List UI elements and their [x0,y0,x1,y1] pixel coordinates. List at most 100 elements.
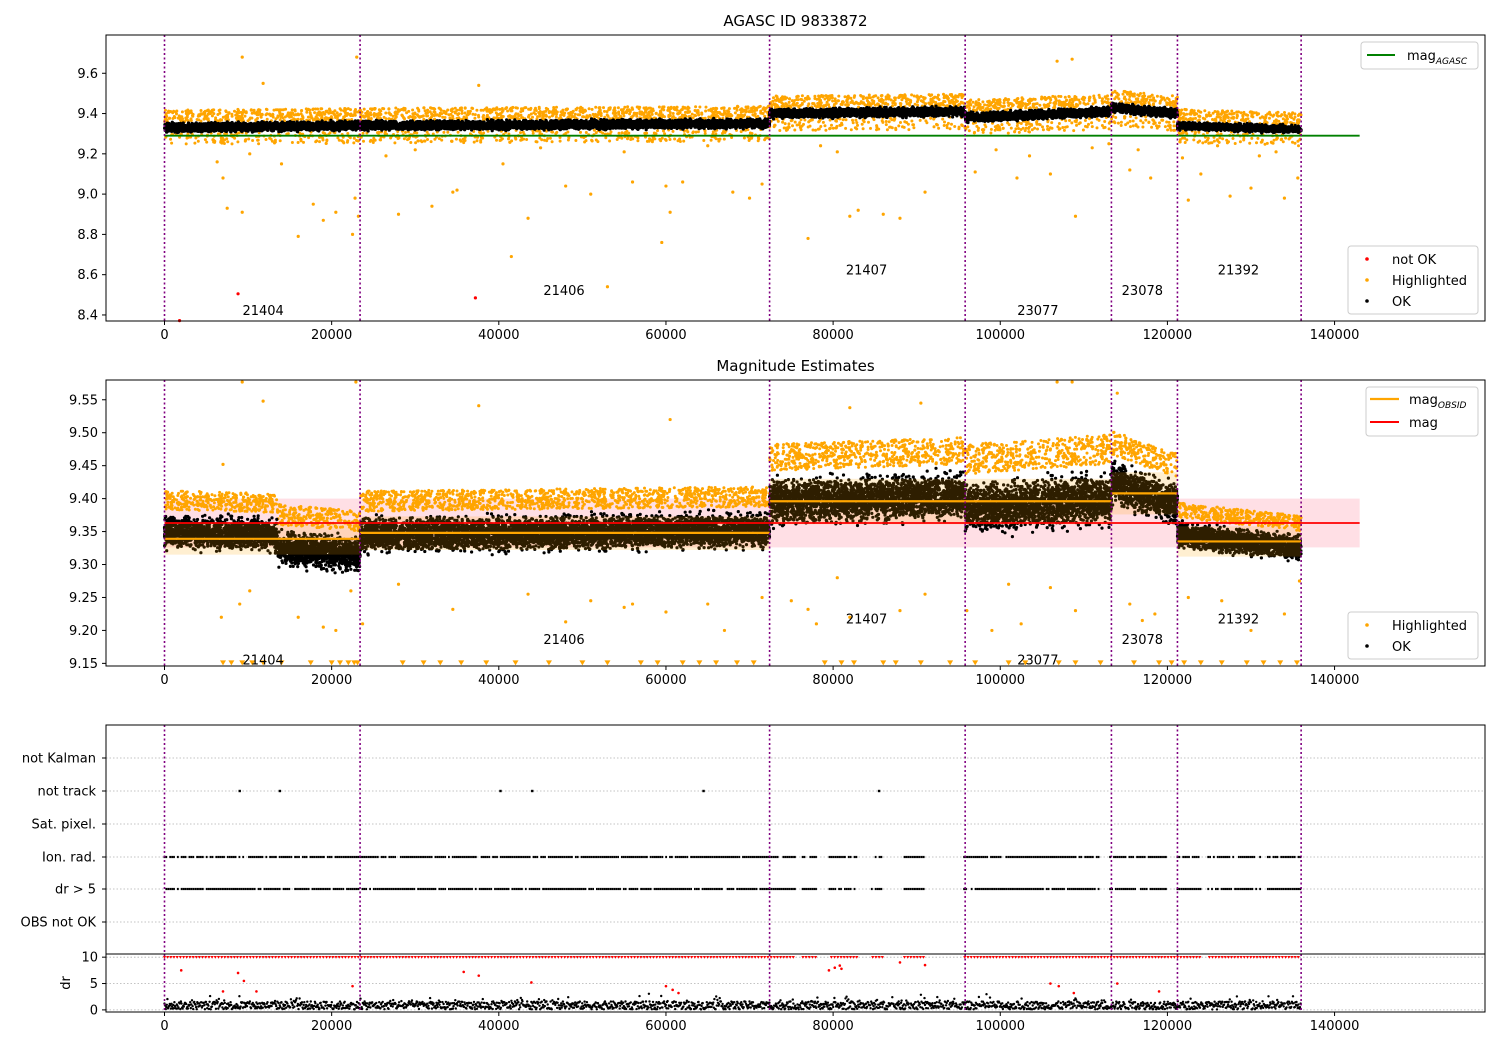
highlighted-point [284,116,287,119]
highlighted-point [618,132,621,135]
highlighted-point [271,113,274,116]
highlighted-point [414,141,417,144]
highlighted-point [720,113,723,116]
highlighted-point [241,113,244,116]
highlighted-point [464,107,467,110]
highlighted-point [588,114,591,117]
highlighted-point [561,112,564,115]
highlighted-point [325,142,328,145]
highlighted-point [695,131,698,134]
highlighted-point [648,140,651,143]
highlighted-point [554,132,557,135]
highlighted-point [550,110,553,113]
highlighted-point [474,113,477,116]
highlighted-point [237,118,240,121]
highlighted-point [346,141,349,144]
highlighted-point [219,109,222,112]
highlighted-point [185,112,188,115]
highlighted-point [261,113,264,116]
highlighted-point [549,137,552,140]
highlighted-point [535,109,538,112]
highlighted-point [299,138,302,141]
highlighted-point [475,109,478,112]
highlighted-point [181,117,184,120]
highlighted-point [233,137,236,140]
highlighted-point [574,113,577,116]
highlighted-point [231,142,234,145]
highlighted-point [757,139,760,142]
highlighted-point [168,111,171,114]
highlighted-point [418,116,421,119]
highlighted-point [349,114,352,117]
highlighted-point [244,140,247,143]
highlighted-point [525,138,528,141]
highlighted-point [631,115,634,118]
highlighted-point [551,140,554,143]
highlighted-point [433,114,436,117]
highlighted-point [631,106,634,109]
highlighted-point [720,107,723,110]
highlighted-point [563,112,566,115]
highlighted-point [705,106,708,109]
highlighted-point [184,110,187,113]
highlighted-point [738,115,741,118]
highlighted-point [378,113,381,116]
highlighted-point [433,111,436,114]
highlighted-point [302,141,305,144]
highlighted-point [397,137,400,140]
highlighted-point [404,131,407,134]
highlighted-point [636,136,639,139]
highlighted-point [402,116,405,119]
highlighted-point [655,132,658,135]
highlighted-point [363,108,366,111]
highlighted-point [700,113,703,116]
highlighted-point [600,114,603,117]
highlighted-point [287,113,290,116]
highlighted-point [622,115,625,118]
highlighted-point [454,112,457,115]
highlighted-point [322,131,325,134]
highlighted-point [388,117,391,120]
highlighted-point [751,108,754,111]
highlighted-point [662,115,665,118]
highlighted-point [712,112,715,115]
highlighted-point [194,137,197,140]
highlighted-point [656,129,659,132]
highlighted-point [164,109,167,112]
highlighted-point [593,129,596,132]
highlighted-point [174,110,177,113]
highlighted-point [546,108,549,111]
highlighted-point [743,137,746,140]
highlighted-point [426,138,429,141]
highlighted-point [266,108,269,111]
highlighted-point [236,111,239,114]
highlighted-point [310,115,313,118]
highlighted-point [236,114,239,117]
highlighted-point [669,138,672,141]
highlighted-point [340,139,343,142]
highlighted-point [362,115,365,118]
highlighted-point [617,106,620,109]
highlighted-point [190,119,193,122]
highlighted-point [584,109,587,112]
highlighted-point [420,139,423,142]
highlighted-point [514,137,517,140]
highlighted-point [585,139,588,142]
highlighted-point [426,131,429,134]
highlighted-point [487,130,490,133]
highlighted-point [489,111,492,114]
highlighted-point [757,106,760,109]
highlighted-point [676,109,679,112]
highlighted-point [519,110,522,113]
highlighted-point [333,113,336,116]
highlighted-point [218,112,221,115]
highlighted-point [635,115,638,118]
highlighted-point [387,107,390,110]
highlighted-point [538,107,541,110]
highlighted-point [751,113,754,116]
highlighted-point [464,112,467,115]
highlighted-point [211,109,214,112]
highlighted-point [451,110,454,113]
highlighted-point [359,109,362,112]
highlighted-point [597,113,600,116]
